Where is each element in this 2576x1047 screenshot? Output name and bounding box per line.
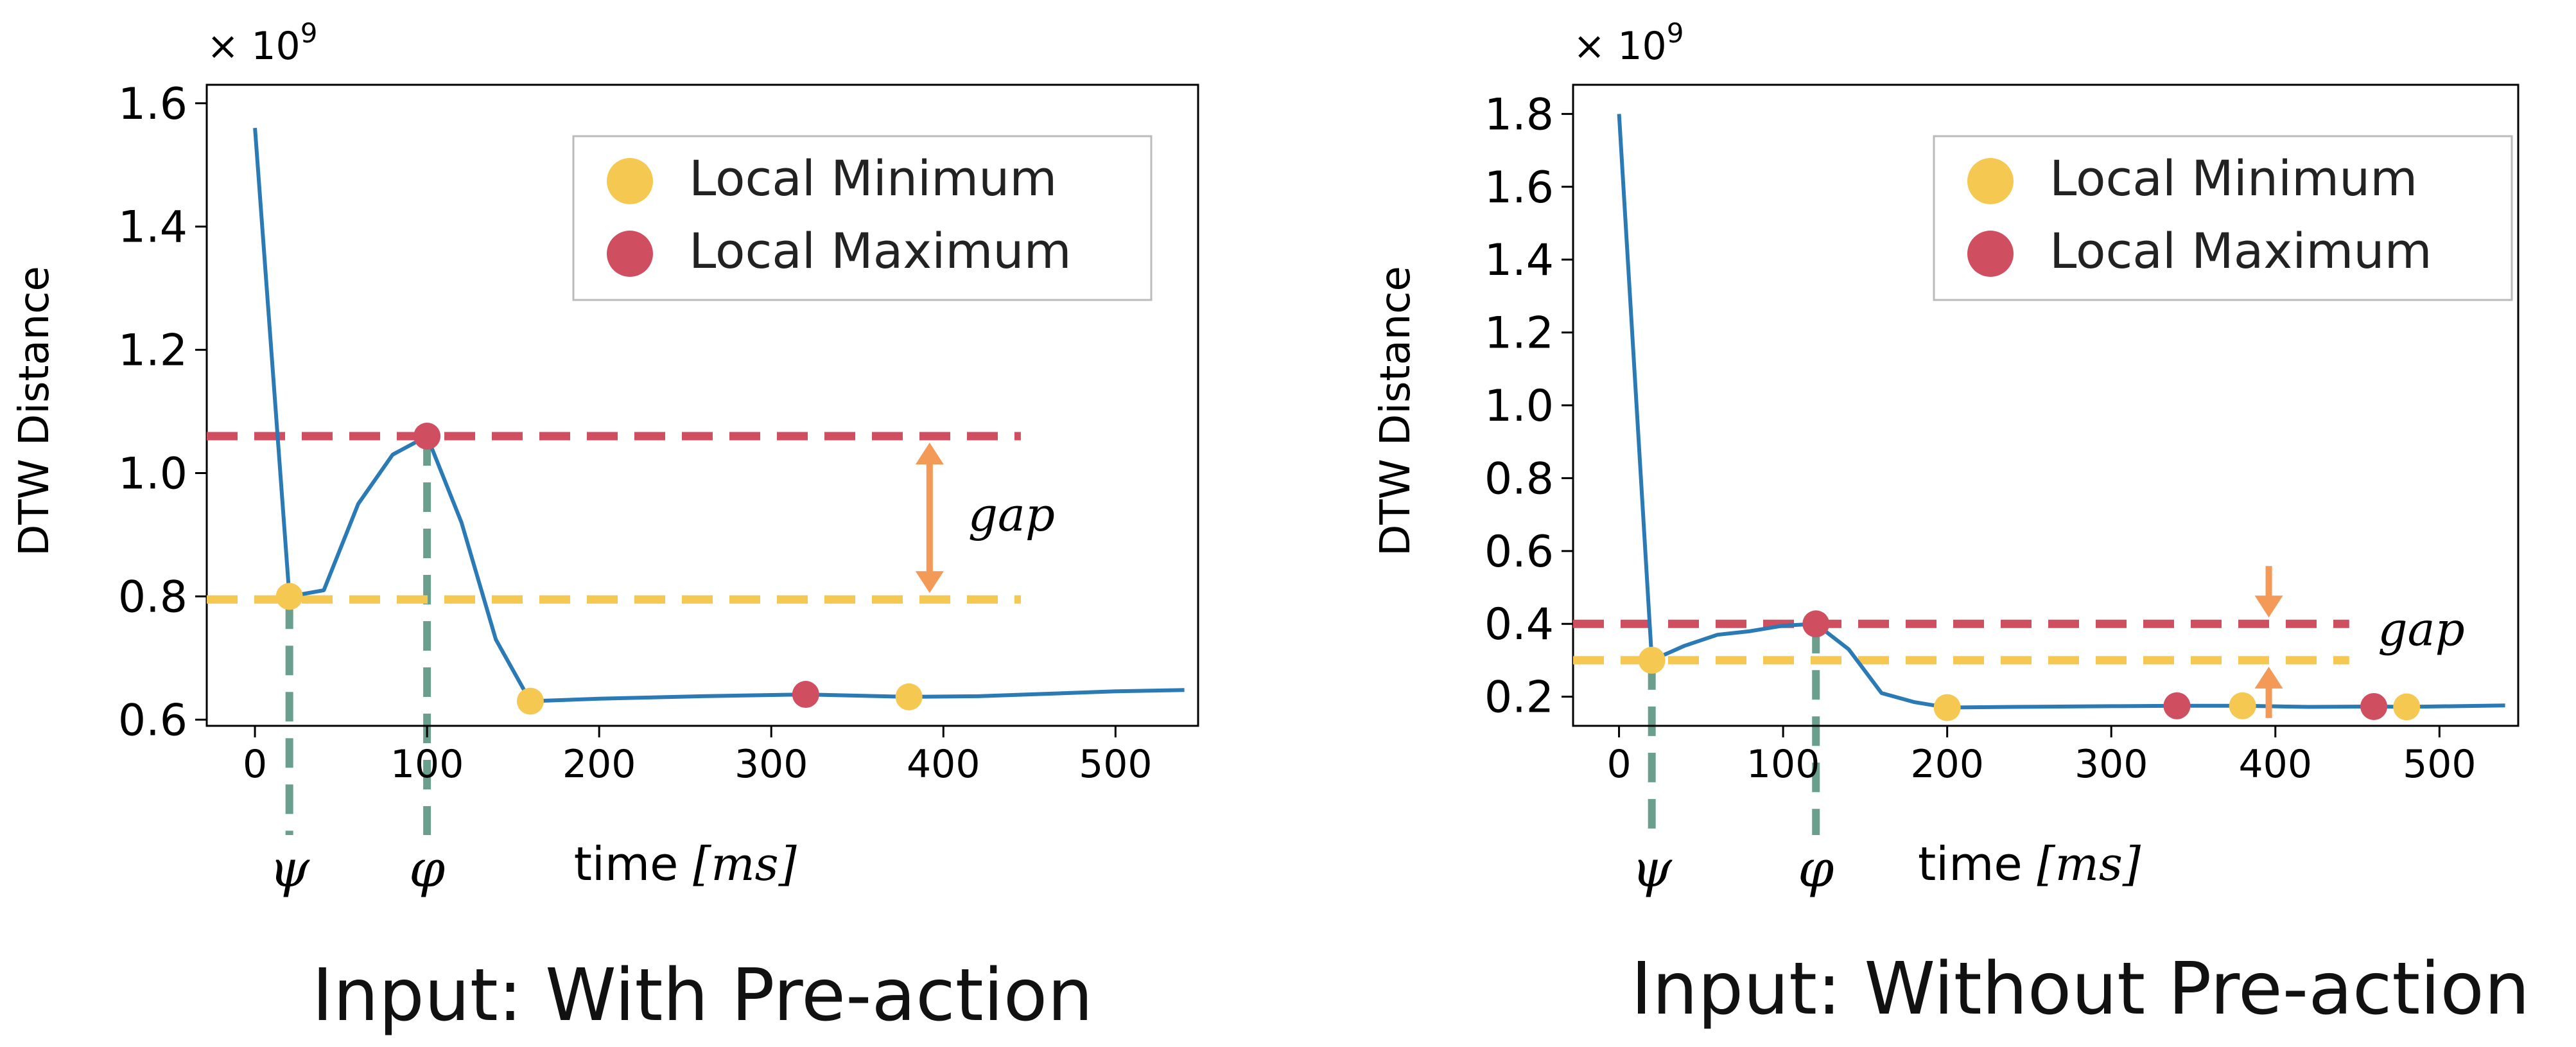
x-axis-label-unit: [ms] <box>2037 837 2141 891</box>
local-minimum-point <box>1638 646 1666 674</box>
y-multiplier: × 109 <box>207 17 317 69</box>
x-tick-label: 0 <box>243 742 267 787</box>
legend-min-label: Local Minimum <box>689 150 1057 207</box>
y-tick-label: 1.6 <box>1484 163 1554 213</box>
local-maximum-point <box>2163 692 2191 719</box>
series-line <box>1617 114 2505 710</box>
y-tick-label: 0.6 <box>1484 527 1554 577</box>
panel-caption: Input: With Pre-action <box>312 954 1093 1037</box>
panel-caption: Input: Without Pre-action <box>1631 947 2530 1031</box>
x-tick-label: 200 <box>562 742 636 787</box>
local-maximum-point <box>1802 610 1830 638</box>
y-tick-label: 1.8 <box>1484 89 1554 140</box>
x-tick-label: 500 <box>2403 742 2476 787</box>
local-maximum-point <box>2360 692 2388 720</box>
psi-label: ψ <box>269 839 310 899</box>
y-multiplier-exponent: 9 <box>1667 17 1684 49</box>
x-axis-label-unit: [ms] <box>693 837 797 891</box>
legend-max-label: Local Maximum <box>689 222 1072 279</box>
y-multiplier-exponent: 9 <box>300 17 318 49</box>
y-tick-label: 0.4 <box>1484 599 1554 650</box>
legend-max-marker <box>1967 231 2014 277</box>
legend-max-label: Local Maximum <box>2049 222 2432 279</box>
legend: Local Minimum Local Maximum <box>1933 135 2513 301</box>
psi-label: ψ <box>1632 839 1673 899</box>
x-tick-label: 100 <box>1746 742 1820 787</box>
local-minimum-point <box>1933 694 1961 721</box>
x-tick-label: 500 <box>1079 742 1153 787</box>
y-tick-label: 1.6 <box>118 79 187 130</box>
chart-panel-2: 0 100 200 300 400 500 0.2 0.4 0.6 0.8 1.0 1.2 1.4 1.6… <box>1372 17 2530 1031</box>
local-maximum-point <box>792 681 819 708</box>
gap-label: gap <box>968 488 1055 541</box>
x-tick-label: 300 <box>2075 742 2148 787</box>
legend-min-marker <box>1967 158 2014 204</box>
gap-label: gap <box>2378 603 2465 656</box>
y-tick-label: 1.0 <box>118 449 187 500</box>
y-tick-label: 1.0 <box>1484 381 1554 432</box>
x-tick-label: 300 <box>735 742 808 787</box>
gap-arrow-head-down <box>2254 595 2283 618</box>
local-minimum-point <box>895 683 923 710</box>
y-axis-label: DTW Distance <box>11 266 58 556</box>
y-tick-label: 1.2 <box>1484 308 1554 359</box>
legend: Local Minimum Local Maximum <box>572 135 1153 301</box>
x-axis-label: time [ms] <box>1918 837 2141 891</box>
chart-panel-1: 0 100 200 300 400 500 0.6 0.8 1.0 1.2 1.4 1.6 × 109 D… <box>11 17 1199 1037</box>
y-tick-label: 0.6 <box>118 695 187 746</box>
phi-label: φ <box>1798 839 1834 899</box>
legend-min-marker <box>607 158 653 204</box>
legend-box <box>572 135 1153 301</box>
y-tick-label: 1.2 <box>118 326 187 376</box>
x-tick-label: 400 <box>907 742 980 787</box>
y-multiplier-base: × 10 <box>1573 24 1667 69</box>
local-minimum-point <box>2393 693 2421 721</box>
gap-arrow-head-up <box>915 442 944 464</box>
y-multiplier-base: × 10 <box>207 24 300 69</box>
x-tick-label: 100 <box>390 742 464 787</box>
local-minimum-point <box>275 583 303 610</box>
legend-box <box>1933 135 2513 301</box>
y-tick-label: 0.8 <box>118 572 187 622</box>
y-tick-label: 1.4 <box>1484 235 1554 286</box>
y-multiplier: × 109 <box>1573 17 1684 69</box>
y-tick-label: 1.4 <box>118 202 187 253</box>
local-minimum-point <box>516 687 544 715</box>
legend-min-label: Local Minimum <box>2049 150 2417 207</box>
plot-frame <box>205 84 1199 727</box>
phi-label: φ <box>409 839 445 899</box>
x-tick-label: 200 <box>1910 742 1984 787</box>
y-tick-label: 0.2 <box>1484 673 1554 723</box>
local-maximum-point <box>413 422 441 450</box>
gap-arrow-head-down <box>915 571 944 594</box>
x-axis-label: time [ms] <box>574 837 797 891</box>
gap-arrow-head-up <box>2254 666 2283 689</box>
x-tick-label: 0 <box>1606 742 1631 787</box>
y-axis-label: DTW Distance <box>1372 266 1420 556</box>
y-tick-label: 0.8 <box>1484 453 1554 504</box>
x-axis-label-text: time <box>1918 837 2037 891</box>
x-axis-label-text: time <box>574 837 693 891</box>
local-minimum-point <box>2229 692 2256 719</box>
legend-max-marker <box>607 231 653 277</box>
x-tick-label: 400 <box>2239 742 2313 787</box>
